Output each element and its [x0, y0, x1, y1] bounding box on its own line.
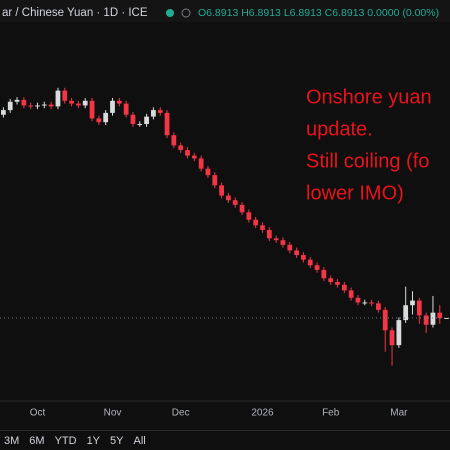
- x-tick-label: 2026: [251, 408, 274, 419]
- candle-body: [116, 100, 122, 104]
- candle-body: [110, 100, 115, 113]
- candle-body: [287, 244, 293, 251]
- chart: ar / Chinese Yuan · 1D · ICE O6.8913 H6.…: [0, 0, 450, 419]
- candle-body: [130, 114, 136, 125]
- symbol: ar / Chinese Yuan · 1D · ICE: [2, 7, 148, 19]
- candle-body: [55, 90, 61, 107]
- candle-body: [232, 200, 238, 205]
- range-bar: 3M 6M YTD 1Y 5Y All: [0, 430, 450, 450]
- candle-body: [444, 317, 449, 319]
- status-dot: [166, 9, 174, 17]
- candle-body: [410, 300, 415, 306]
- candle-body: [164, 112, 170, 136]
- candle-body: [157, 110, 163, 113]
- x-tick-label: Dec: [172, 408, 190, 419]
- candle-body: [103, 112, 109, 123]
- candle-body: [89, 100, 95, 119]
- candle-body: [171, 135, 177, 146]
- candle-body: [69, 100, 74, 104]
- candle-body: [82, 100, 88, 106]
- candle-body: [123, 103, 129, 115]
- candle-body: [178, 145, 184, 151]
- candle-body: [7, 101, 13, 111]
- range-button[interactable]: 6M: [29, 434, 45, 447]
- candle-body: [307, 259, 313, 266]
- candle-body: [226, 195, 231, 201]
- candle-body: [321, 269, 327, 279]
- candle-body: [35, 105, 40, 107]
- candle-body: [266, 229, 272, 239]
- candle-body: [212, 175, 218, 186]
- eye-icon: [181, 8, 191, 18]
- candle-body: [28, 105, 34, 107]
- candle-body: [260, 225, 265, 230]
- annotation: Still coiling (fo: [306, 150, 429, 172]
- candle-body: [369, 302, 374, 304]
- candle-body: [151, 110, 156, 117]
- candle-body: [21, 99, 27, 106]
- candle-body: [48, 104, 54, 107]
- candle-body: [341, 284, 347, 291]
- candle-body: [396, 320, 402, 346]
- annotation: lower IMO): [306, 182, 404, 204]
- header-bar: [0, 0, 450, 22]
- candle-body: [14, 99, 20, 102]
- candle-body: [389, 330, 395, 346]
- x-tick-label: Nov: [104, 408, 122, 419]
- candle-body: [137, 124, 143, 126]
- candle-body: [423, 315, 429, 325]
- candle-body: [246, 212, 252, 220]
- annotation: update.: [306, 118, 373, 140]
- candle-body: [1, 110, 6, 115]
- x-tick-label: Mar: [390, 408, 408, 419]
- candle-body: [301, 255, 306, 260]
- candle-body: [403, 305, 409, 321]
- candle-body: [382, 309, 388, 331]
- candle-body: [294, 250, 299, 256]
- candle-body: [273, 238, 279, 241]
- candle-body: [437, 312, 443, 319]
- candle-body: [144, 116, 149, 125]
- candle-body: [362, 302, 368, 304]
- candle-body: [376, 303, 381, 310]
- candle-body: [430, 312, 436, 325]
- candle-body: [314, 265, 320, 270]
- candle-body: [219, 185, 224, 196]
- range-button[interactable]: 5Y: [110, 434, 124, 447]
- candle-body: [348, 290, 354, 298]
- candle-body: [76, 103, 81, 106]
- candle-body: [328, 278, 334, 282]
- candle-body: [239, 204, 245, 213]
- candle-body: [191, 155, 197, 159]
- candle-body: [185, 150, 190, 156]
- candle-body: [335, 281, 340, 285]
- candle-body: [41, 104, 47, 106]
- candle-body: [355, 297, 361, 303]
- candle-body: [205, 168, 211, 176]
- annotation: Onshore yuan: [306, 86, 432, 108]
- x-tick-label: Oct: [30, 408, 46, 419]
- range-button[interactable]: 3M: [4, 434, 20, 447]
- candle-body: [62, 90, 68, 101]
- range-button[interactable]: YTD: [54, 434, 77, 447]
- candle-body: [253, 219, 259, 226]
- range-button[interactable]: 1Y: [86, 434, 101, 447]
- candle-body: [96, 118, 102, 123]
- candle-body: [198, 158, 204, 169]
- candle-body: [280, 240, 286, 245]
- ohlc: O6.8913 H6.8913 L6.8913 C6.8913 0.0000 (…: [198, 7, 439, 19]
- candle-body: [416, 300, 422, 316]
- range-button[interactable]: All: [133, 434, 146, 447]
- x-tick-label: Feb: [322, 408, 340, 419]
